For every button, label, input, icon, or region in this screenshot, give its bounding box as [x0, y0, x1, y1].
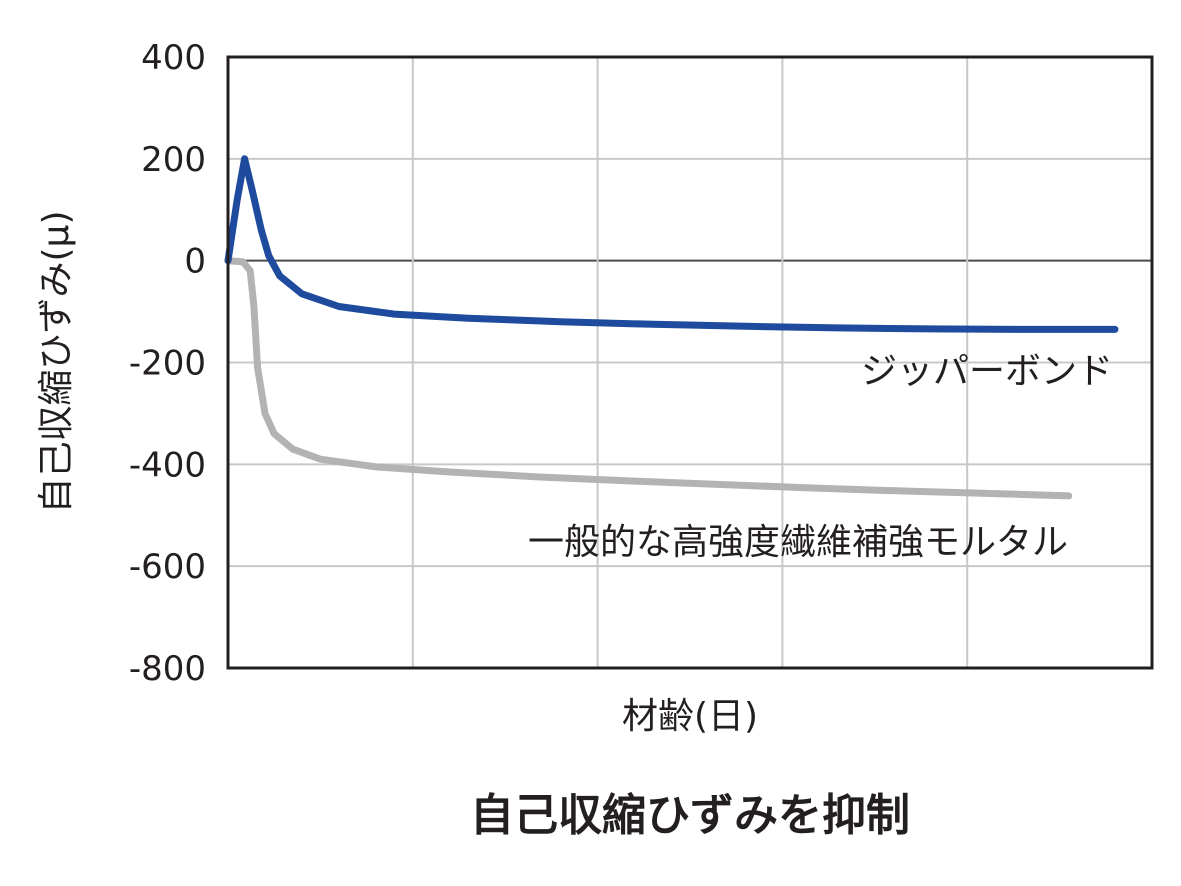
series-label-general-mortar: 一般的な高強度繊維補強モルタル	[528, 522, 1068, 563]
y-axis-label: 自己収縮ひずみ(μ)	[36, 211, 77, 514]
y-tick-label: -600	[129, 547, 206, 587]
y-tick-label: -400	[129, 445, 206, 485]
y-tick-labels: 400 200 0 -200 -400 -600 -800	[129, 38, 206, 689]
chart-caption: 自己収縮ひずみを抑制	[470, 790, 910, 841]
series-line-zipperbond	[224, 155, 1119, 333]
x-axis-label: 材齢(日)	[622, 696, 758, 737]
y-tick-label: 400	[141, 38, 206, 78]
y-tick-label: 0	[184, 242, 206, 282]
series-label-zipperbond: ジッパーボンド	[861, 351, 1113, 392]
y-tick-label: -800	[129, 649, 206, 689]
series-lines	[224, 155, 1119, 500]
y-tick-label: 200	[141, 140, 206, 180]
y-tick-label: -200	[129, 344, 206, 384]
series-line-general-mortar	[224, 257, 1073, 500]
plot-frame	[226, 55, 1154, 670]
